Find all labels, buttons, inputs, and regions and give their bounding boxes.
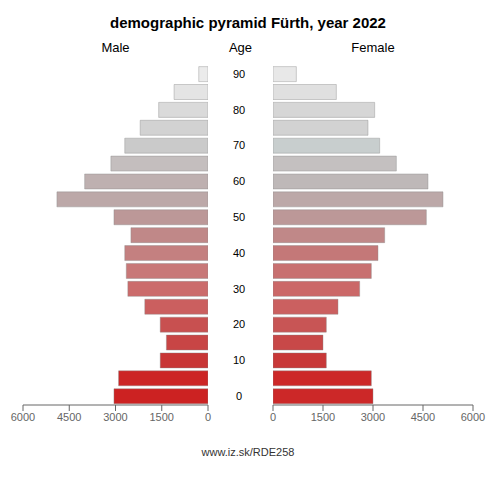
svg-text:6000: 6000 [11, 411, 35, 423]
svg-text:0: 0 [270, 411, 276, 423]
svg-text:6000: 6000 [461, 411, 485, 423]
svg-text:80: 80 [233, 104, 245, 116]
svg-text:70: 70 [233, 139, 245, 151]
html-text:www.iz.sk/RDE258: www.iz.sk/RDE258 [201, 446, 295, 458]
svg-text:60: 60 [233, 175, 245, 187]
svg-text:40: 40 [233, 247, 245, 259]
html-text:demographic pyramid Fürth, yea: demographic pyramid Fürth, year 2022 [110, 14, 386, 31]
html-text:Age: Age [228, 40, 253, 55]
svg-text:50: 50 [233, 211, 245, 223]
html-text:Male: Male [101, 40, 130, 55]
svg-text:10: 10 [233, 354, 245, 366]
svg-text:1500: 1500 [150, 411, 174, 423]
svg-text:0: 0 [205, 411, 211, 423]
svg-text:3000: 3000 [361, 411, 385, 423]
svg-text:0: 0 [236, 390, 242, 402]
svg-text:20: 20 [233, 318, 245, 330]
svg-text:3000: 3000 [103, 411, 127, 423]
svg-text:4500: 4500 [411, 411, 435, 423]
html-text:Female: Female [351, 40, 395, 55]
svg-text:90: 90 [233, 68, 245, 80]
svg-text:1500: 1500 [311, 411, 335, 423]
svg-text:30: 30 [233, 283, 245, 295]
svg-text:4500: 4500 [57, 411, 81, 423]
